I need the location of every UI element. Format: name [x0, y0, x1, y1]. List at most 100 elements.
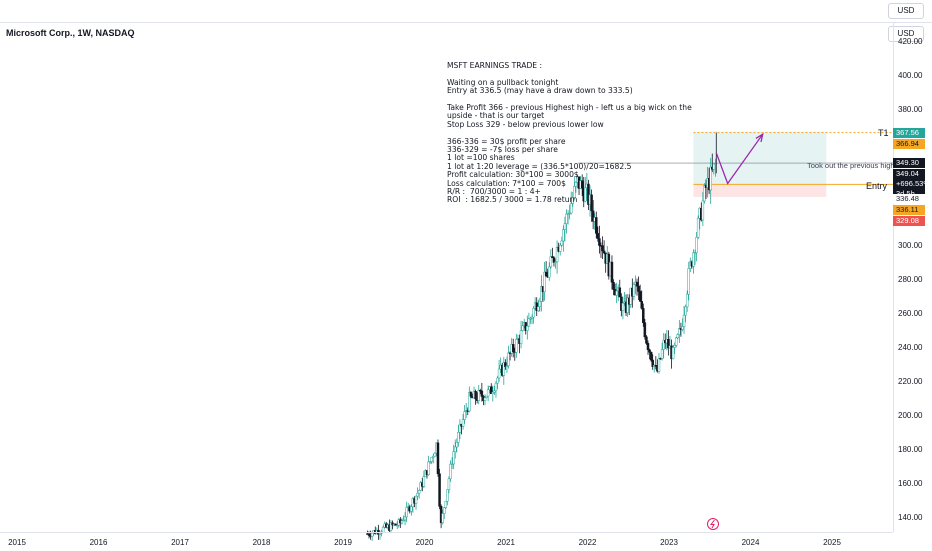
- note-line: 366-336 = 30$ profit per share: [447, 136, 566, 146]
- candle-body: [674, 337, 678, 346]
- candle-body: [685, 293, 689, 308]
- candle-body: [573, 186, 576, 198]
- price-scale-currency-button[interactable]: USD: [888, 26, 924, 42]
- time-tick-label: 2021: [497, 538, 515, 547]
- candle-body: [543, 271, 546, 293]
- candle-body: [442, 507, 446, 514]
- candle-body: [643, 322, 647, 338]
- candle-body: [602, 250, 606, 254]
- price-tick-label: 220.00: [898, 377, 923, 387]
- candle-body: [555, 246, 559, 263]
- candle-body: [461, 419, 465, 427]
- candle-body: [444, 500, 448, 508]
- last-info-change: +696.53%: [896, 179, 930, 188]
- price-tick-label: 380.00: [898, 105, 923, 115]
- candle-body: [703, 185, 706, 202]
- note-line: 1 lot at 1:20 leverage = (336.5*100)/20=…: [447, 161, 632, 171]
- candle-body: [367, 533, 371, 536]
- time-scale[interactable]: 2015 2016 2017 2018 2019 2020 2021 2022 2023 2024…: [0, 532, 893, 551]
- candle-body: [667, 339, 670, 349]
- time-tick-label: 2017: [171, 538, 189, 547]
- currency-button[interactable]: USD: [888, 3, 924, 19]
- candle-body: [370, 532, 374, 537]
- projection-arrowhead: [755, 132, 764, 143]
- candle-body: [560, 240, 564, 246]
- time-tick-label: 2019: [334, 538, 352, 547]
- candle-body: [548, 266, 551, 278]
- candle-body: [511, 344, 515, 352]
- candle-body: [549, 256, 553, 268]
- candle-body: [521, 325, 524, 331]
- candle-body: [463, 411, 466, 420]
- candle-body: [455, 442, 459, 448]
- candle-body: [494, 382, 498, 392]
- candle-body: [469, 392, 473, 397]
- candle-body: [477, 390, 480, 401]
- time-tick-label: 2022: [578, 538, 597, 547]
- candle-body: [610, 261, 614, 283]
- candle-body: [529, 318, 532, 320]
- loss-zone: [693, 184, 827, 197]
- candle-body: [645, 336, 648, 344]
- target-price-badge: 367.56: [893, 128, 925, 138]
- candle-body: [571, 197, 575, 204]
- candle-body: [601, 245, 604, 252]
- candle-body: [474, 390, 477, 400]
- candle-body: [491, 391, 495, 394]
- candle-body: [433, 452, 437, 457]
- entry-label: Entry: [866, 181, 888, 191]
- candle-body: [712, 163, 716, 170]
- candle-body: [405, 507, 408, 518]
- candle-body: [693, 252, 697, 254]
- note-line: Profit calculation: 30*100 = 3000$: [447, 170, 579, 180]
- candle-body: [635, 281, 639, 287]
- candle-body: [596, 233, 600, 239]
- price-tick-label: 400.00: [898, 71, 923, 81]
- candle-body: [378, 532, 382, 535]
- last-info-countdown: 3d 5h: [896, 189, 925, 199]
- candle-body: [519, 330, 523, 344]
- candle-body: [432, 455, 435, 458]
- candle-body: [449, 463, 452, 480]
- candle-body: [527, 318, 531, 327]
- candle-body: [626, 297, 629, 313]
- candle-body: [587, 183, 590, 205]
- time-tick-label: 2015: [8, 538, 26, 547]
- candle-body: [428, 461, 432, 463]
- candle-body: [490, 386, 493, 394]
- candle-body: [591, 210, 595, 222]
- price-scale[interactable]: 140.00 160.00 180.00 200.00 220.00 240.00 260.…: [893, 22, 932, 532]
- candle-body: [496, 377, 499, 384]
- candle-body: [480, 390, 484, 397]
- note-line: Loss calculation: 7*100 = 700$: [447, 178, 566, 188]
- note-line: Entry at 336.5 (may have a draw down to …: [447, 86, 633, 96]
- candle-body: [612, 281, 615, 290]
- candle-body: [417, 490, 421, 494]
- candle-body: [402, 519, 405, 522]
- candle-body: [457, 432, 460, 443]
- candle-body: [637, 285, 640, 292]
- candle-body: [486, 389, 490, 397]
- candle-body: [695, 237, 698, 253]
- candle-body: [395, 524, 399, 527]
- candle-body: [422, 476, 426, 487]
- candle-body: [485, 395, 488, 399]
- candle-body: [662, 340, 665, 350]
- candle-body: [649, 351, 653, 361]
- candle-body: [692, 252, 695, 267]
- candle-body: [458, 424, 462, 433]
- candle-body: [410, 506, 413, 512]
- price-tick-label: 240.00: [898, 343, 923, 353]
- candle-body: [551, 256, 554, 259]
- candle-body: [657, 358, 661, 372]
- time-tick-label: 2025: [823, 538, 841, 547]
- candle-body: [574, 182, 578, 187]
- note-line: 1 lot =100 shares: [447, 153, 515, 163]
- last-price-badge: 349.30: [893, 158, 925, 168]
- projection-arrow: [715, 133, 764, 185]
- candle-body: [532, 308, 535, 318]
- candle-body: [678, 328, 681, 335]
- candle-body: [558, 244, 562, 252]
- trade-note: MSFT EARNINGS TRADE : Waiting on a pullba…: [447, 61, 692, 205]
